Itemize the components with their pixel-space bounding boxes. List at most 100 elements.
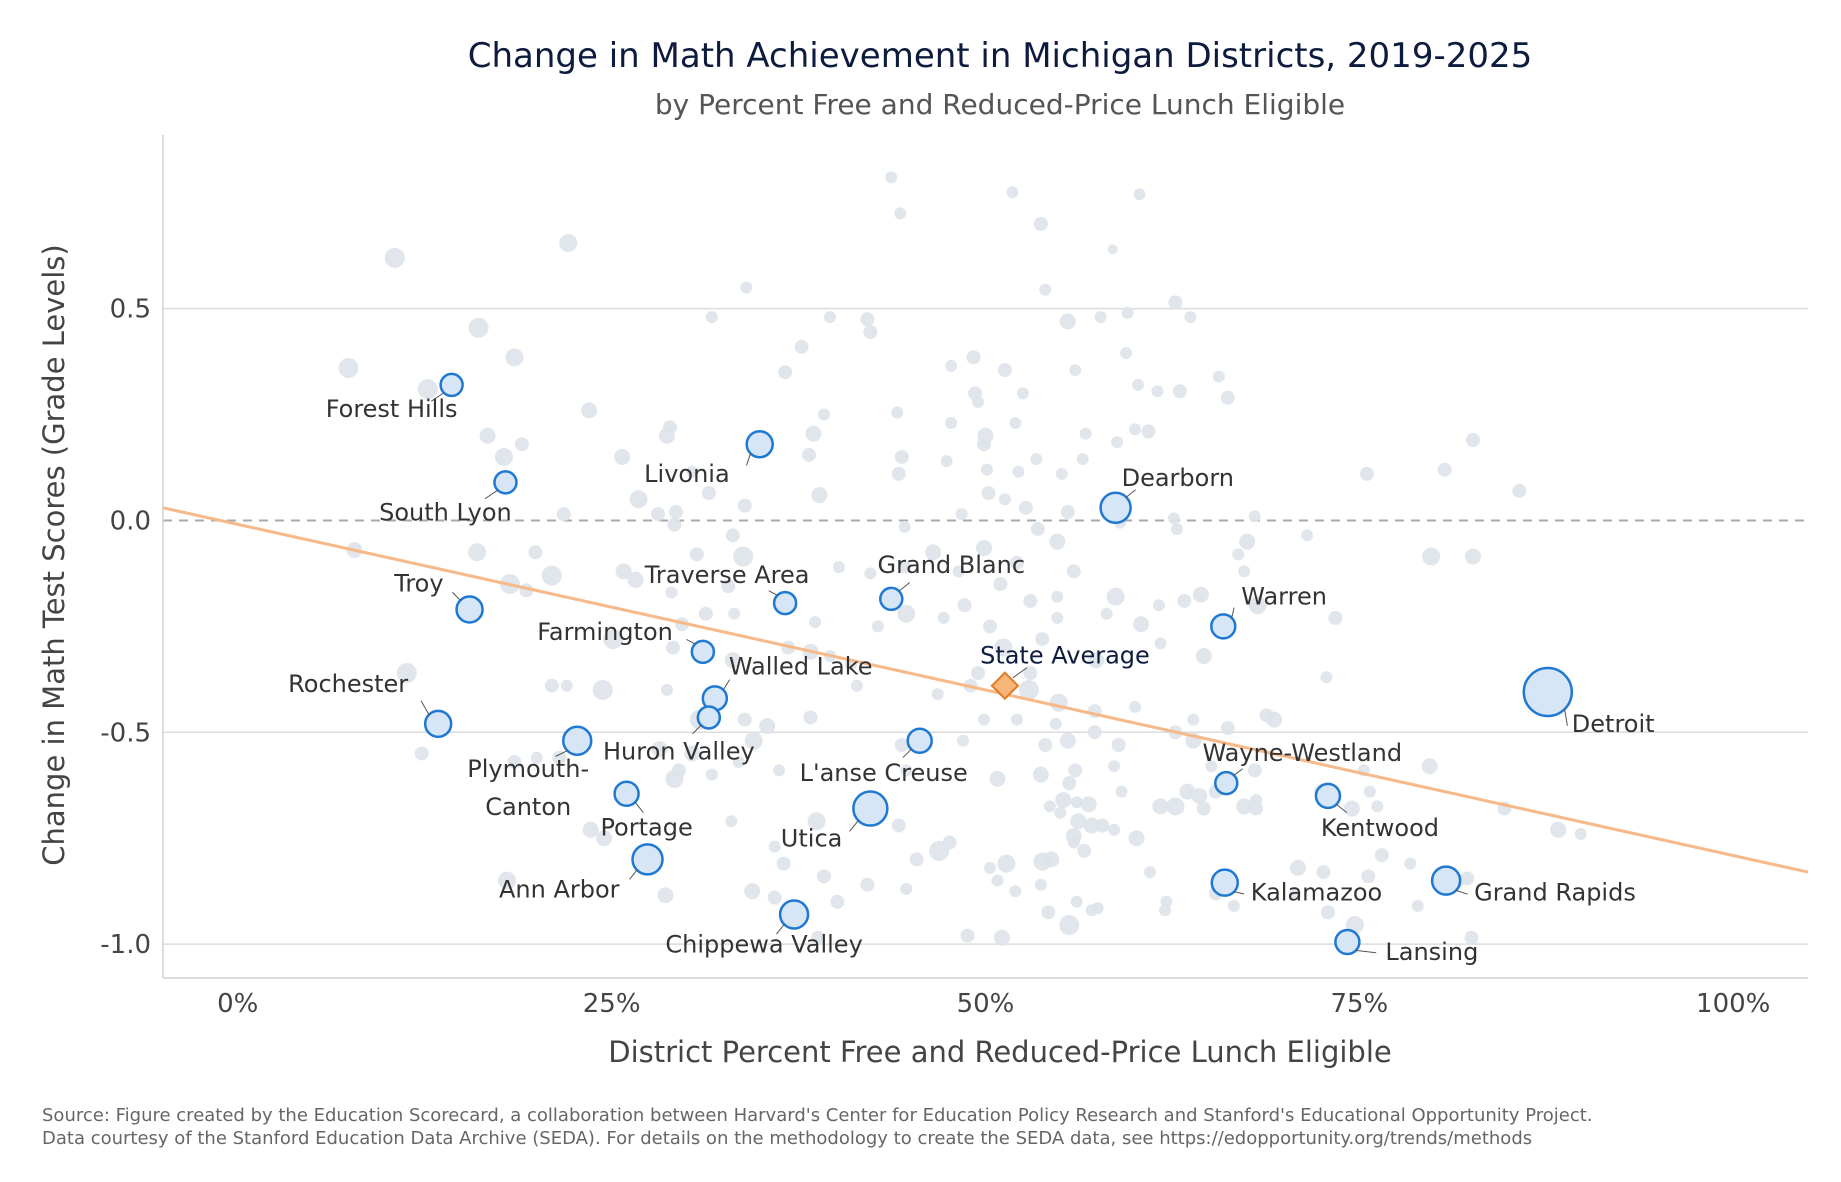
- district-point: [556, 507, 571, 522]
- highlighted-district-point: [879, 586, 904, 612]
- district-point: [1248, 596, 1267, 615]
- district-point: [1069, 364, 1082, 377]
- highlighted-district-point: [745, 429, 774, 459]
- district-point: [1574, 827, 1587, 840]
- district-point: [725, 528, 740, 543]
- district-point: [396, 662, 417, 683]
- district-point: [1055, 467, 1068, 480]
- district-point: [1128, 830, 1145, 847]
- district-point: [701, 485, 716, 500]
- label-leader-line: [902, 748, 912, 758]
- background-points: [338, 171, 1587, 946]
- label-leader-line: [746, 453, 752, 466]
- label-leader-line: [1012, 667, 1028, 679]
- district-point: [957, 734, 970, 747]
- district-point: [698, 606, 713, 621]
- district-point: [1055, 792, 1072, 809]
- district-point: [981, 485, 996, 500]
- district-point: [728, 607, 741, 620]
- district-point: [1247, 763, 1262, 778]
- label-leader-line: [420, 700, 430, 715]
- district-point: [507, 754, 522, 769]
- label-leader-line: [898, 582, 911, 592]
- district-point: [689, 547, 704, 562]
- district-point: [1133, 188, 1146, 201]
- district-point: [651, 741, 668, 758]
- highlighted-district-point: [423, 709, 453, 739]
- district-point: [1328, 610, 1343, 625]
- chart-title: Change in Math Achievement in Michigan D…: [468, 36, 1533, 76]
- district-point: [737, 712, 752, 727]
- district-point: [1151, 385, 1164, 398]
- district-point: [1016, 387, 1029, 400]
- district-point: [1070, 895, 1083, 908]
- district-point: [993, 577, 1008, 592]
- district-point: [817, 408, 830, 421]
- district-point: [1006, 186, 1019, 199]
- y-axis-title: Change in Math Test Scores (Grade Levels…: [37, 244, 71, 865]
- district-point: [925, 544, 942, 561]
- district-point: [1320, 905, 1335, 920]
- district-point: [1051, 611, 1064, 624]
- point-label: Wayne-Westland: [1202, 739, 1402, 767]
- label-leader-line: [452, 591, 461, 601]
- state-average-marker: [990, 671, 1020, 701]
- district-point: [494, 447, 513, 466]
- district-point: [1010, 713, 1023, 726]
- district-point: [1167, 512, 1180, 525]
- district-point: [937, 611, 950, 624]
- district-point: [1158, 904, 1171, 917]
- point-label: Detroit: [1572, 710, 1655, 738]
- district-point: [1032, 766, 1049, 783]
- highlighted-district-point: [493, 470, 518, 495]
- district-point: [657, 887, 674, 904]
- point-label: Chippewa Valley: [665, 930, 862, 958]
- district-point: [338, 357, 359, 378]
- district-point: [1100, 607, 1113, 620]
- district-point: [1177, 593, 1192, 608]
- label-leader-line: [430, 392, 445, 402]
- district-point: [1374, 848, 1389, 863]
- district-point: [1107, 244, 1118, 255]
- point-label: Warren: [1241, 582, 1327, 610]
- district-point: [1076, 453, 1089, 466]
- district-point: [1238, 565, 1251, 578]
- district-point: [1080, 796, 1097, 813]
- district-point: [759, 717, 776, 734]
- district-point: [1184, 311, 1197, 324]
- point-label: Troy: [393, 569, 443, 597]
- trend-line: [162, 506, 1809, 874]
- district-point: [1129, 700, 1142, 713]
- x-tick-label: 25%: [583, 989, 641, 1019]
- district-point: [982, 619, 997, 634]
- district-point: [1009, 885, 1022, 898]
- district-point: [544, 678, 559, 693]
- district-point: [384, 247, 405, 268]
- district-point: [900, 764, 913, 777]
- district-point: [794, 339, 809, 354]
- district-point: [1039, 283, 1052, 296]
- district-point: [479, 427, 496, 444]
- district-point: [1009, 555, 1024, 570]
- district-point: [1108, 760, 1121, 773]
- district-point: [832, 561, 845, 574]
- highlighted-district-point: [455, 595, 484, 624]
- source-note-line-2: Data courtesy of the Stanford Education …: [42, 1128, 1532, 1149]
- highlighted-district-point: [852, 790, 889, 827]
- district-point: [811, 930, 826, 945]
- district-point: [1034, 878, 1047, 891]
- district-point: [1227, 899, 1240, 912]
- district-point: [1059, 732, 1076, 749]
- label-leader-line: [1231, 607, 1235, 619]
- label-leader-line: [776, 923, 785, 935]
- district-point: [977, 437, 992, 452]
- district-point: [1009, 417, 1022, 430]
- district-point: [1023, 665, 1038, 680]
- label-leader-line: [768, 590, 778, 596]
- district-point: [1465, 548, 1482, 565]
- district-point: [957, 598, 972, 613]
- point-label: Plymouth-: [467, 755, 589, 783]
- district-point: [972, 395, 985, 408]
- district-point: [660, 683, 673, 696]
